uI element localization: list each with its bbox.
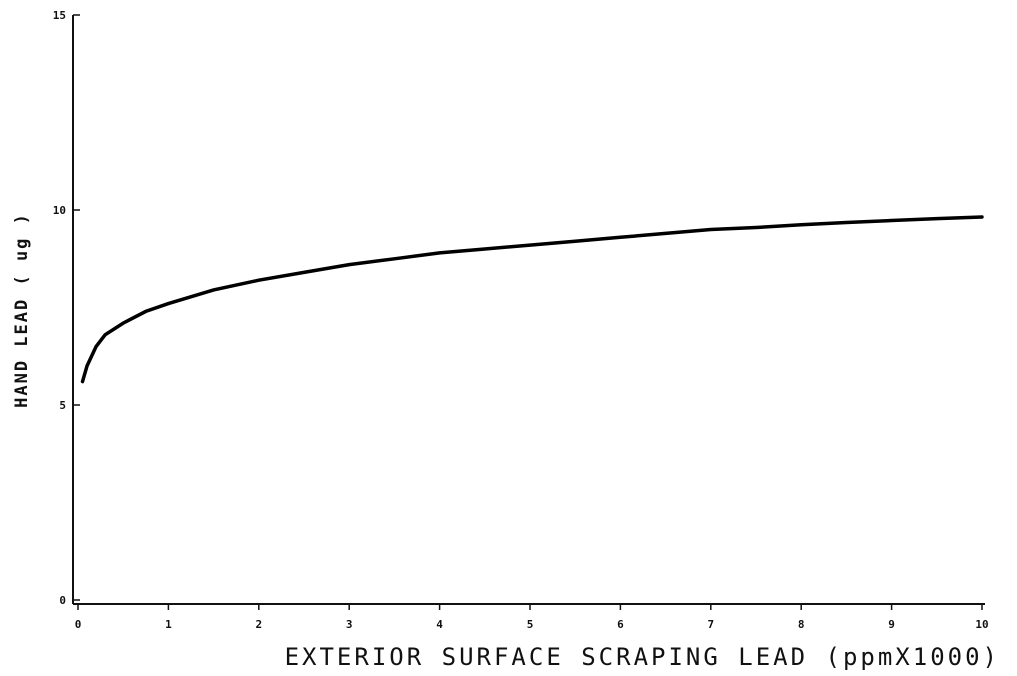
y-ticks: 0 5 10 15 xyxy=(53,9,80,607)
y-axis-label: HAND LEAD ( ug ) xyxy=(12,212,32,408)
x-tick-label: 5 xyxy=(527,618,534,631)
x-tick-label: 4 xyxy=(436,618,443,631)
y-tick-label: 10 xyxy=(53,204,66,217)
x-tick-label: 9 xyxy=(888,618,895,631)
x-tick-label: 8 xyxy=(798,618,805,631)
x-tick-label: 7 xyxy=(707,618,714,631)
x-tick-label: 3 xyxy=(346,618,353,631)
x-axis-label: EXTERIOR SURFACE SCRAPING LEAD (ppmX1000… xyxy=(285,643,1000,671)
x-tick-label: 1 xyxy=(165,618,172,631)
x-tick-label: 10 xyxy=(975,618,988,631)
series-line xyxy=(80,215,984,384)
x-ticks: 0 1 2 3 4 5 6 7 8 9 10 xyxy=(75,604,989,631)
x-tick-label: 2 xyxy=(255,618,262,631)
y-tick-label: 15 xyxy=(53,9,66,22)
y-tick-label: 5 xyxy=(59,399,66,412)
y-tick-label: 0 xyxy=(59,594,66,607)
x-tick-label: 0 xyxy=(75,618,82,631)
x-tick-label: 6 xyxy=(617,618,624,631)
